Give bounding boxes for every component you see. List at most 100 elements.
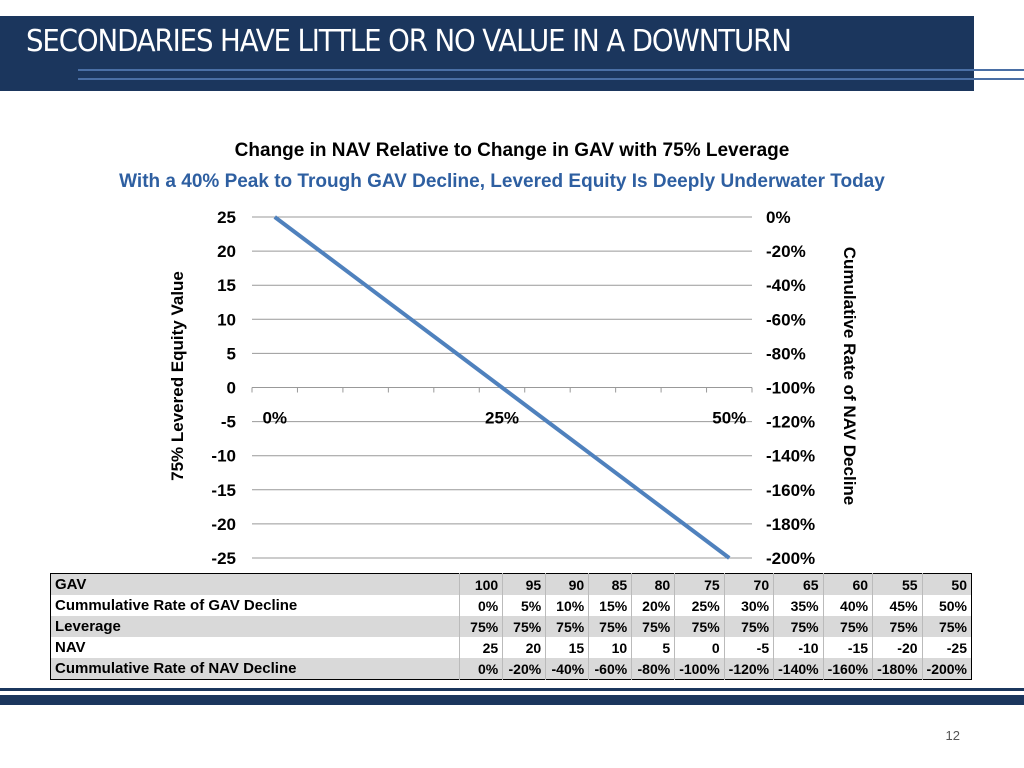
table-cell: 75% xyxy=(872,616,923,637)
y2-tick-label: -160% xyxy=(766,481,815,500)
y2-tick-label: -20% xyxy=(766,242,806,261)
table-cell: 0 xyxy=(674,637,725,658)
nav-series-line xyxy=(273,215,731,560)
row-label: Cummulative Rate of GAV Decline xyxy=(55,597,298,614)
table-cell: 75% xyxy=(459,616,503,637)
y-axis-label: 75% Levered Equity Value xyxy=(168,271,187,481)
table-cell: 50 xyxy=(921,573,972,595)
slide-title: SECONDARIES HAVE LITTLE OR NO VALUE IN A… xyxy=(26,24,792,59)
table-cell: 30% xyxy=(723,595,774,616)
table-cell: 70 xyxy=(723,573,774,595)
y2-tick-label: 0% xyxy=(766,208,791,227)
table-cell: 100 xyxy=(459,573,503,595)
table-cell: 80 xyxy=(631,573,675,595)
chart-subtitle: With a 40% Peak to Trough GAV Decline, L… xyxy=(119,171,885,192)
y2-tick-label: -40% xyxy=(766,276,806,295)
table-cell: -180% xyxy=(872,658,923,680)
y-tick-label: -20 xyxy=(211,515,236,534)
y2-tick-label: -80% xyxy=(766,344,806,363)
table-cell: 90 xyxy=(545,573,589,595)
table-cell: 60 xyxy=(822,573,873,595)
table-cell: 20 xyxy=(502,637,546,658)
table-cell: -40% xyxy=(545,658,589,680)
table-cell: 15% xyxy=(588,595,632,616)
table-cell: 40% xyxy=(822,595,873,616)
y-tick-label: -25 xyxy=(211,549,236,568)
table-cell: 25 xyxy=(459,637,503,658)
data-table: GAV 100 95 90 85 80 75 70 65 60 55 50 Cummulative Ra… xyxy=(50,573,972,680)
y2-tick-label: -180% xyxy=(766,515,815,534)
y-tick-label: 0 xyxy=(227,379,236,398)
table-cell: 50% xyxy=(921,595,972,616)
y-tick-label: 10 xyxy=(217,310,236,329)
table-cell: 75% xyxy=(921,616,972,637)
y2-tick-label: -200% xyxy=(766,549,815,568)
table-cell: -15 xyxy=(822,637,873,658)
table-cell: -80% xyxy=(631,658,675,680)
table-cell: 0% xyxy=(459,595,503,616)
x-tick-label: 25% xyxy=(485,409,519,428)
table-cell: 5% xyxy=(502,595,546,616)
footer-bar xyxy=(0,695,1024,705)
table-cell: 75 xyxy=(674,573,725,595)
x-tick-label: 0% xyxy=(262,409,287,428)
table-cell: 75% xyxy=(674,616,725,637)
table-cell: 75% xyxy=(588,616,632,637)
table-cell: -200% xyxy=(921,658,972,680)
x-tick-label: 50% xyxy=(712,409,746,428)
table-cell: -140% xyxy=(773,658,824,680)
table-cell: -20% xyxy=(502,658,546,680)
table-cell: -5 xyxy=(723,637,774,658)
row-label: GAV xyxy=(55,576,87,593)
table-row: Leverage 75% 75% 75% 75% 75% 75% 75% 75% 75% 75% 75… xyxy=(50,616,972,637)
table-cell: 15 xyxy=(545,637,589,658)
y-tick-label: 20 xyxy=(217,242,236,261)
y-tick-label: 25 xyxy=(217,208,236,227)
table-row: GAV 100 95 90 85 80 75 70 65 60 55 50 xyxy=(50,573,972,595)
table-cell: -25 xyxy=(921,637,972,658)
table-cell: -20 xyxy=(872,637,923,658)
y-tick-label: -15 xyxy=(211,481,236,500)
header-rule xyxy=(78,78,1024,80)
table-cell: -60% xyxy=(588,658,632,680)
table-cell: 65 xyxy=(773,573,824,595)
table-row: Cummulative Rate of GAV Decline 0% 5% 10% 15… xyxy=(51,595,972,616)
y-tick-label: 5 xyxy=(227,344,236,363)
table-cell: 75% xyxy=(631,616,675,637)
row-label: NAV xyxy=(55,639,86,656)
table-cell: 25% xyxy=(674,595,725,616)
table-cell: 10 xyxy=(588,637,632,658)
row-label: Cummulative Rate of NAV Decline xyxy=(55,660,297,677)
y-tick-label: -5 xyxy=(221,413,236,432)
table-cell: 0% xyxy=(459,658,503,680)
table-cell: 75% xyxy=(723,616,774,637)
table-cell: 55 xyxy=(872,573,923,595)
y2-tick-label: -120% xyxy=(766,413,815,432)
y2-tick-label: -100% xyxy=(766,379,815,398)
table-cell: 75% xyxy=(502,616,546,637)
y2-tick-label: -60% xyxy=(766,310,806,329)
table-cell: 95 xyxy=(502,573,546,595)
table-cell: -160% xyxy=(822,658,873,680)
table-cell: 10% xyxy=(545,595,589,616)
chart-title: Change in NAV Relative to Change in GAV … xyxy=(234,140,790,161)
table-cell: 45% xyxy=(872,595,923,616)
table-cell: 20% xyxy=(631,595,675,616)
table-cell: 75% xyxy=(773,616,824,637)
page-number: 12 xyxy=(945,728,960,743)
table-row: Cummulative Rate of NAV Decline 0% -20% -40… xyxy=(50,658,972,680)
table-cell: -120% xyxy=(723,658,774,680)
footer-rule xyxy=(0,688,1024,691)
y-tick-label: -10 xyxy=(211,447,236,466)
table-cell: 75% xyxy=(822,616,873,637)
y-tick-label: 15 xyxy=(217,276,236,295)
header-rule xyxy=(78,69,1024,71)
table-cell: -100% xyxy=(674,658,725,680)
y2-tick-label: -140% xyxy=(766,447,815,466)
table-row: NAV 25 20 15 10 5 0 -5 -10 -15 -20 -25 xyxy=(51,637,972,658)
table-cell: 5 xyxy=(631,637,675,658)
table-cell: 85 xyxy=(588,573,632,595)
row-label: Leverage xyxy=(55,618,121,635)
table-cell: 35% xyxy=(773,595,824,616)
